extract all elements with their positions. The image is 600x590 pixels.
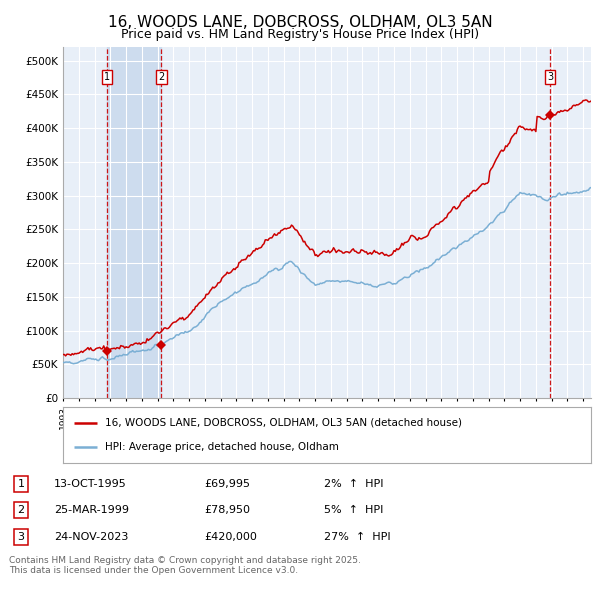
Text: 3: 3	[547, 72, 553, 82]
Text: 16, WOODS LANE, DOBCROSS, OLDHAM, OL3 5AN (detached house): 16, WOODS LANE, DOBCROSS, OLDHAM, OL3 5A…	[105, 418, 462, 428]
Text: 2%  ↑  HPI: 2% ↑ HPI	[324, 479, 383, 489]
Text: 24-NOV-2023: 24-NOV-2023	[54, 532, 128, 542]
Text: 3: 3	[17, 532, 25, 542]
Text: 27%  ↑  HPI: 27% ↑ HPI	[324, 532, 391, 542]
Text: 2: 2	[17, 506, 25, 515]
Text: 13-OCT-1995: 13-OCT-1995	[54, 479, 127, 489]
Text: £420,000: £420,000	[204, 532, 257, 542]
Text: £78,950: £78,950	[204, 506, 250, 515]
Text: 2: 2	[158, 72, 164, 82]
Text: 5%  ↑  HPI: 5% ↑ HPI	[324, 506, 383, 515]
Text: 25-MAR-1999: 25-MAR-1999	[54, 506, 129, 515]
Text: 1: 1	[17, 479, 25, 489]
Text: Price paid vs. HM Land Registry's House Price Index (HPI): Price paid vs. HM Land Registry's House …	[121, 28, 479, 41]
Text: £69,995: £69,995	[204, 479, 250, 489]
Text: Contains HM Land Registry data © Crown copyright and database right 2025.
This d: Contains HM Land Registry data © Crown c…	[9, 556, 361, 575]
Bar	[107, 47, 161, 398]
Text: HPI: Average price, detached house, Oldham: HPI: Average price, detached house, Oldh…	[105, 442, 339, 453]
Text: 1: 1	[104, 72, 110, 82]
Text: 16, WOODS LANE, DOBCROSS, OLDHAM, OL3 5AN: 16, WOODS LANE, DOBCROSS, OLDHAM, OL3 5A…	[107, 15, 493, 30]
